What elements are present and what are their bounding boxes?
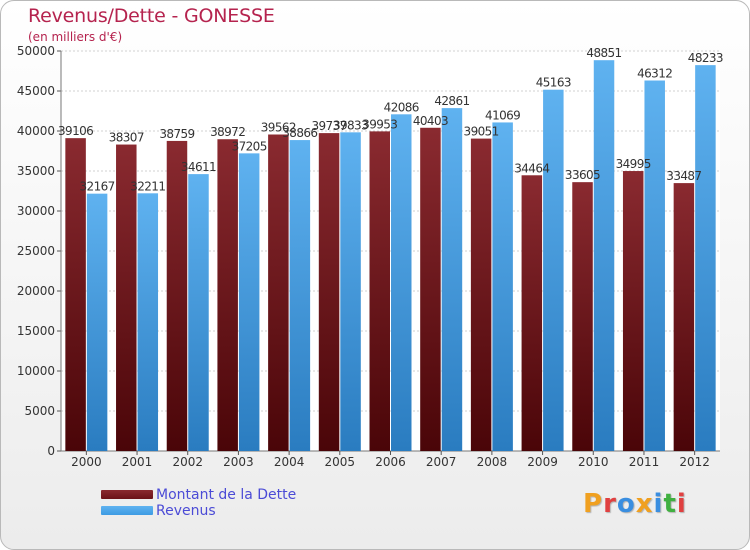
y-tick-label: 15000 [17,324,55,338]
bar-dette [622,171,644,452]
y-tick-label: 20000 [17,284,55,298]
bar-dette [268,134,289,451]
x-tick-label: 2002 [172,455,203,469]
logo-letter: i [653,489,664,519]
bar-revenus [289,140,311,451]
data-label-dette: 39737 [311,119,346,133]
data-label-dette: 33487 [666,169,701,183]
y-tick-label: 10000 [17,364,55,378]
legend-swatch-revenus [101,506,153,515]
x-tick-label: 2004 [274,455,305,469]
bar-revenus [492,122,513,451]
data-label-dette: 38759 [159,127,194,141]
data-label-dette: 33605 [565,168,600,182]
bar-revenus [188,174,209,451]
data-label-revenus: 48233 [688,51,723,65]
bar-revenus [543,89,564,452]
data-label-revenus: 32211 [130,179,165,193]
logo-letter: r [603,489,617,519]
bar-revenus [644,80,665,451]
data-label-revenus: 48851 [586,46,621,60]
bar-dette [470,138,492,452]
logo-letter: P [583,489,604,519]
x-tick-label: 2009 [527,455,558,469]
data-label-dette: 39051 [464,125,499,139]
data-label-dette: 39106 [58,124,93,138]
data-label-dette: 40403 [413,114,448,128]
x-tick-label: 2005 [325,455,356,469]
bar-revenus [86,193,108,451]
x-tick-label: 2012 [679,455,710,469]
logo-letter: i [676,489,687,519]
bar-revenus [340,132,361,451]
logo-letter: o [616,489,636,519]
data-label-revenus: 39833 [333,118,368,132]
x-tick-label: 2001 [122,455,153,469]
x-tick-label: 2006 [375,455,406,469]
data-label-dette: 34464 [514,161,549,175]
logo-letter: t [663,489,677,519]
bar-dette [369,131,390,451]
data-label-revenus: 46312 [637,67,672,81]
data-label-dette: 38307 [109,131,144,145]
bar-dette [166,140,188,452]
data-label-revenus: 42086 [384,100,419,114]
bar-revenus [391,114,412,451]
y-tick-label: 5000 [24,404,55,418]
data-label-revenus: 41069 [485,108,520,122]
bar-dette [521,175,543,451]
x-tick-label: 2011 [629,455,660,469]
proxiti-logo: Proxiti [583,489,687,519]
y-tick-label: 0 [47,444,55,458]
bar-revenus [593,60,615,451]
data-label-dette: 39953 [362,117,397,131]
data-label-dette: 38972 [210,125,245,139]
y-tick-label: 35000 [17,164,55,178]
data-label-revenus: 37205 [232,139,267,153]
bar-dette [572,182,593,451]
bar-dette [116,144,137,451]
bar-revenus [137,193,159,451]
data-label-revenus: 38866 [282,126,317,140]
bar-dette [420,127,441,451]
y-tick-label: 45000 [17,84,55,98]
legend-label-dette: Montant de la Dette [156,487,297,503]
x-tick-label: 2007 [426,455,457,469]
data-label-revenus: 42861 [434,94,469,108]
logo-letter: x [635,489,654,519]
bar-dette [318,133,340,451]
x-tick-label: 2003 [223,455,254,469]
x-tick-label: 2010 [578,455,609,469]
y-tick-label: 30000 [17,204,55,218]
bar-revenus [441,108,463,451]
bar-dette [673,183,695,451]
bar-revenus [238,153,260,452]
data-label-dette: 34995 [616,157,651,171]
legend-swatch-dette [101,490,153,499]
bar-revenus [695,65,716,452]
data-label-revenus: 45163 [536,76,571,90]
chart-subtitle: (en milliers d'€) [28,30,123,44]
chart-title: Revenus/Dette - GONESSE [28,5,275,27]
data-label-revenus: 34611 [181,160,216,174]
data-label-revenus: 32167 [80,180,115,194]
y-tick-label: 25000 [17,244,55,258]
y-tick-label: 50000 [17,44,55,58]
y-tick-label: 40000 [17,124,55,138]
x-tick-label: 2000 [71,455,102,469]
x-tick-label: 2008 [477,455,508,469]
bar-dette [217,139,238,451]
bar-dette [65,138,86,452]
data-label-dette: 39562 [261,121,296,135]
legend-label-revenus: Revenus [156,503,216,519]
